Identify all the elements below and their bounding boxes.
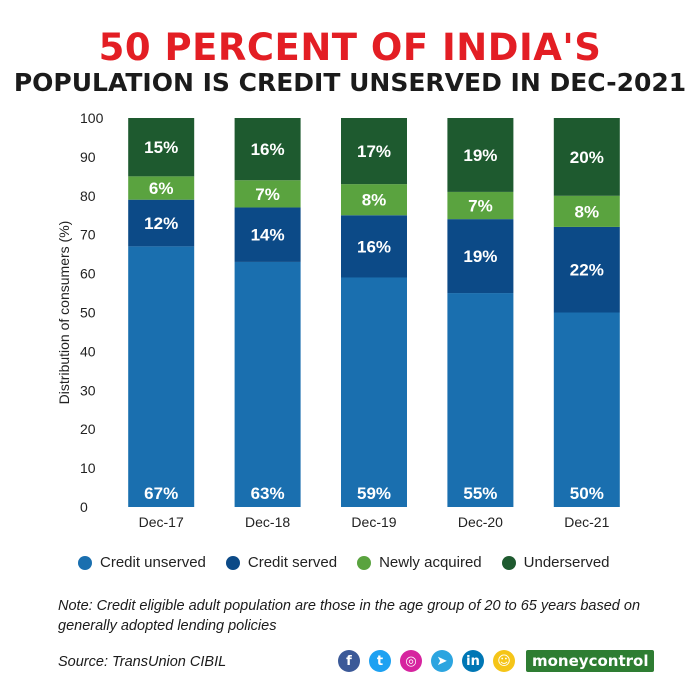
bar-segment [234, 118, 301, 181]
bar-segment [341, 215, 407, 278]
bar-data-label: 16% [251, 140, 285, 159]
bar-data-label: 20% [570, 148, 604, 167]
legend-item-credit-unserved: Credit unserved [78, 554, 206, 571]
bar-segment [341, 118, 407, 185]
stacked-bar-chart: 0 10 20 30 40 50 60 70 80 90 100 Distribution of co… [56, 110, 620, 530]
y-tick-label: 80 [80, 188, 96, 204]
bar-segment [234, 180, 301, 208]
legend-label: Credit served [247, 554, 338, 571]
bar-segment [447, 219, 514, 294]
legend-item-credit-served: Credit served [225, 554, 338, 571]
bar-segment [447, 118, 514, 192]
x-tick-label: Dec-19 [351, 514, 396, 530]
bar-segment [553, 118, 620, 196]
bar-segment [128, 199, 195, 247]
bar-segment [234, 207, 301, 262]
facebook-icon[interactable]: f [338, 650, 360, 672]
y-tick-label: 40 [80, 343, 96, 359]
chart-legend: Credit unserved Credit served Newly acqu… [78, 554, 630, 571]
y-tick-label: 30 [80, 382, 96, 398]
bar-data-label: 7% [468, 197, 493, 216]
bar-segment [553, 195, 620, 227]
bar-data-label: 12% [144, 214, 178, 233]
linkedin-icon[interactable]: in [462, 650, 484, 672]
bar-data-label: 59% [357, 484, 391, 503]
bar-data-label: 6% [149, 179, 174, 198]
y-tick-label: 50 [80, 305, 96, 321]
bar-data-label: 19% [463, 247, 497, 266]
bar-segment [447, 293, 514, 507]
bar-data-label: 14% [251, 226, 285, 245]
bar-segment [447, 191, 514, 220]
bar-segment [234, 261, 301, 507]
legend-label: Newly acquired [379, 554, 482, 571]
bar-data-label: 22% [570, 261, 604, 280]
snapchat-icon[interactable]: ☺ [493, 650, 515, 672]
bar-segment [128, 246, 195, 507]
x-tick-label: Dec-21 [564, 514, 609, 530]
bar-segment [553, 312, 620, 507]
bar-segment [341, 184, 407, 216]
source-credit: Source: TransUnion CIBIL [58, 654, 227, 670]
bar-segment [128, 118, 195, 177]
legend-item-underserved: Underserved [501, 554, 610, 571]
bar-data-label: 7% [255, 185, 280, 204]
y-tick-label: 10 [80, 460, 96, 476]
instagram-icon[interactable]: ◎ [400, 650, 422, 672]
legend-swatch [78, 555, 92, 570]
y-tick-label: 0 [80, 499, 88, 515]
twitter-icon[interactable]: t [369, 650, 391, 672]
bar-data-label: 50% [570, 484, 604, 503]
x-tick-label: Dec-17 [139, 514, 184, 530]
y-axis-label: Distribution of consumers (%) [56, 221, 72, 405]
legend-label: Underserved [523, 554, 610, 571]
bar-data-label: 19% [463, 146, 497, 165]
y-tick-label: 20 [80, 421, 96, 437]
legend-swatch [225, 555, 240, 570]
bar-segment [341, 277, 407, 507]
bar-data-label: 63% [251, 484, 285, 503]
y-tick-label: 60 [80, 266, 96, 282]
bar-segment [553, 226, 620, 313]
brand-logo[interactable]: moneycontrol [526, 650, 655, 672]
bar-data-label: 17% [357, 142, 391, 161]
telegram-icon[interactable]: ➤ [431, 650, 453, 672]
y-tick-label: 90 [80, 149, 96, 165]
bar-data-label: 8% [362, 191, 387, 210]
legend-swatch [501, 555, 516, 570]
bar-segment [128, 176, 195, 200]
bar-data-label: 15% [144, 138, 178, 157]
y-tick-label: 100 [80, 110, 104, 126]
bar-data-label: 8% [575, 202, 600, 221]
footnote: Note: Credit eligible adult population a… [58, 598, 641, 634]
bar-data-label: 55% [463, 484, 497, 503]
bar-data-label: 16% [357, 237, 391, 256]
chart-title: 50 PERCENT OF INDIA'S [98, 26, 602, 69]
x-tick-label: Dec-18 [245, 514, 290, 530]
legend-swatch [357, 555, 372, 570]
legend-label: Credit unserved [100, 554, 206, 571]
social-links: f t ◎ ➤ in ☺ moneycontrol [338, 650, 655, 672]
bar-data-label: 67% [144, 484, 178, 503]
legend-item-newly-acquired: Newly acquired [357, 554, 482, 571]
y-tick-label: 70 [80, 227, 96, 243]
chart-subtitle: POPULATION IS CREDIT UNSERVED IN DEC-202… [13, 68, 687, 97]
x-tick-label: Dec-20 [458, 514, 503, 530]
